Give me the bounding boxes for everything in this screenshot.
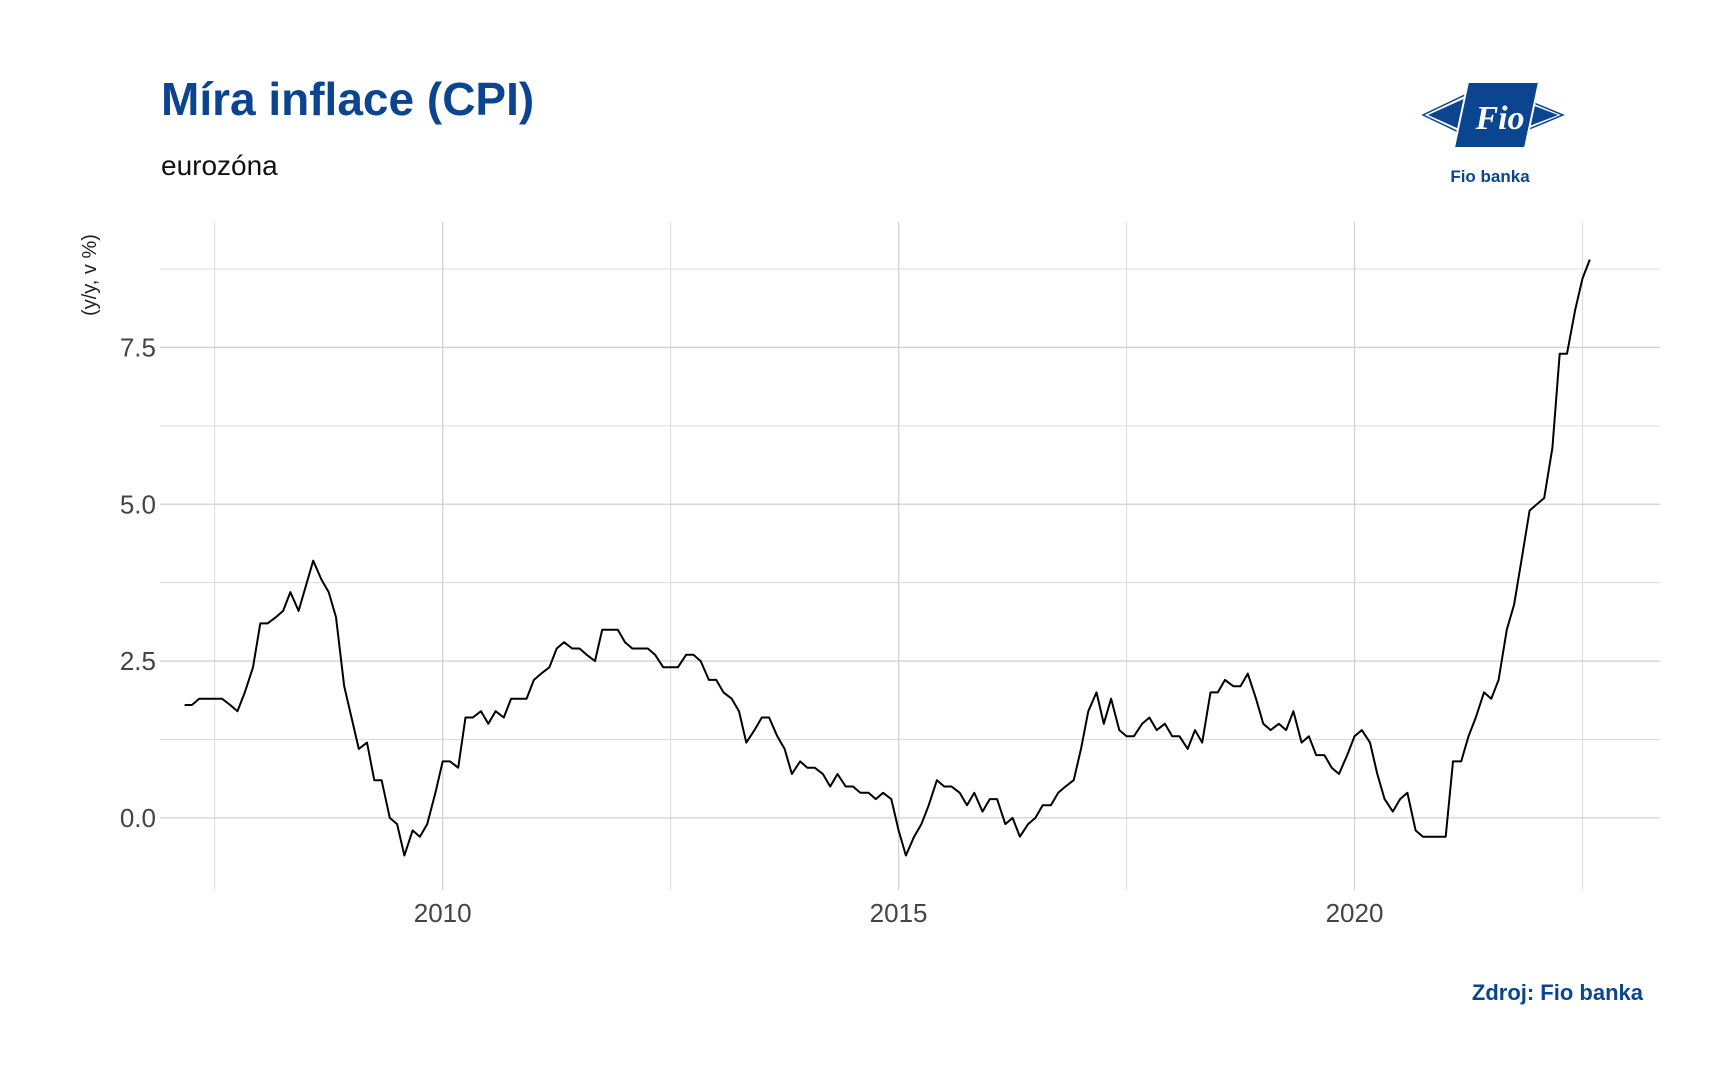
source-note: Zdroj: Fio banka bbox=[1471, 980, 1643, 1005]
y-axis-ticks: 0.0 2.5 5.0 7.5 bbox=[120, 332, 156, 832]
y-axis-title: (y/y, v %) bbox=[79, 234, 101, 316]
fio-banka-logo: Fio Fio banka bbox=[1418, 81, 1568, 192]
logo-brand-text: Fio banka bbox=[1450, 167, 1530, 186]
x-axis-ticks: 2010 2015 2020 bbox=[414, 898, 1384, 928]
y-tick-label: 5.0 bbox=[120, 489, 156, 519]
x-tick-label: 2020 bbox=[1326, 898, 1384, 928]
series-line-cpi bbox=[184, 259, 1591, 857]
chart-title: Míra inflace (CPI) bbox=[161, 73, 535, 125]
y-tick-label: 7.5 bbox=[120, 332, 156, 362]
y-tick-label: 0.0 bbox=[120, 803, 156, 833]
grid-major bbox=[160, 222, 1660, 890]
x-tick-label: 2015 bbox=[870, 898, 928, 928]
fio-logo-icon: Fio Fio banka bbox=[1421, 81, 1565, 186]
grid-minor bbox=[160, 222, 1660, 890]
logo-mark-text: Fio bbox=[1474, 100, 1524, 137]
x-tick-label: 2010 bbox=[414, 898, 472, 928]
y-tick-label: 2.5 bbox=[120, 646, 156, 676]
chart-subtitle: eurozóna bbox=[161, 150, 278, 181]
